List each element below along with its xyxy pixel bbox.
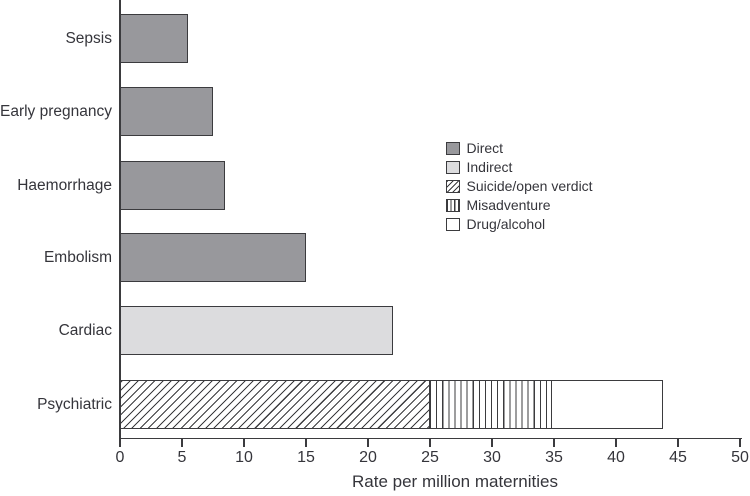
legend-item: Direct [446, 139, 593, 158]
bar-segment [120, 14, 189, 63]
tick-label: 40 [607, 449, 625, 466]
legend-label: Suicide/open verdict [466, 178, 593, 194]
bar [120, 87, 213, 136]
axis-tick [119, 438, 121, 447]
bar [120, 161, 226, 210]
axis-tick [243, 438, 245, 447]
bar-segment [428, 380, 553, 429]
axis-tick [305, 438, 307, 447]
legend: Direct Indirect Suicide/open verdict Misadv… [446, 139, 593, 234]
axis-tick [677, 438, 679, 447]
axis-tick [739, 438, 741, 447]
legend-label: Direct [466, 140, 504, 156]
bar-segment [120, 161, 226, 210]
tick-label: 5 [177, 449, 187, 466]
legend-swatch-icon [446, 160, 460, 175]
legend-item: Drug/alcohol [446, 215, 593, 234]
bar-segment [120, 87, 213, 136]
tick-label: 30 [483, 449, 501, 466]
category-label: Early pregnancy [0, 102, 112, 120]
legend-swatch-icon [446, 141, 460, 156]
tick-label: 25 [421, 449, 439, 466]
tick-label: 10 [235, 449, 253, 466]
category-label: Haemorrhage [17, 176, 112, 194]
category-label: Sepsis [65, 29, 112, 47]
category-label: Embolism [43, 248, 112, 266]
bar-segment [120, 306, 393, 355]
bar-segment [551, 380, 663, 429]
legend-label: Drug/alcohol [466, 216, 546, 232]
axis-tick [367, 438, 369, 447]
tick-label: 45 [669, 449, 687, 466]
bar-segment [120, 233, 306, 282]
tick-label: 50 [731, 449, 749, 466]
legend-label: Misadventure [466, 197, 551, 213]
tick-label: 35 [545, 449, 563, 466]
category-label: Psychiatric [37, 395, 112, 413]
legend-swatch-icon [446, 179, 460, 194]
bar [120, 14, 189, 63]
y-axis-line [119, 0, 121, 439]
bar [120, 306, 393, 355]
legend-item: Suicide/open verdict [446, 177, 593, 196]
legend-swatch-icon [446, 217, 460, 232]
x-axis-title: Rate per million maternities [352, 472, 558, 491]
tick-label: 20 [359, 449, 377, 466]
bar [120, 233, 306, 282]
category-label: Cardiac [58, 321, 112, 339]
bar-segment [120, 380, 430, 429]
tick-label: 0 [115, 449, 125, 466]
axis-tick [181, 438, 183, 447]
legend-item: Indirect [446, 158, 593, 177]
axis-tick [615, 438, 617, 447]
tick-label: 15 [297, 449, 315, 466]
axis-tick [429, 438, 431, 447]
legend-label: Indirect [466, 159, 513, 175]
legend-item: Misadventure [446, 196, 593, 215]
axis-tick [491, 438, 493, 447]
bar [120, 380, 663, 429]
axis-tick [553, 438, 555, 447]
legend-swatch-icon [446, 198, 460, 213]
